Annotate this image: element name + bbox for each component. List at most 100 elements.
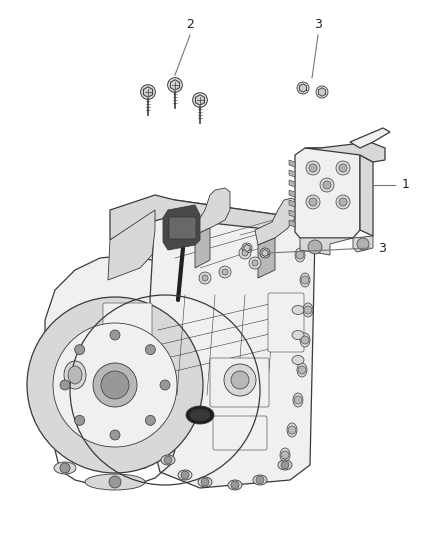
Polygon shape (305, 142, 385, 162)
Circle shape (249, 257, 261, 269)
Circle shape (316, 86, 328, 98)
Circle shape (301, 336, 309, 344)
Polygon shape (289, 190, 295, 197)
Polygon shape (195, 228, 210, 268)
Circle shape (219, 266, 231, 278)
Circle shape (60, 380, 70, 390)
Circle shape (242, 250, 248, 256)
Ellipse shape (303, 303, 313, 317)
Circle shape (141, 85, 155, 99)
Polygon shape (318, 88, 325, 96)
Circle shape (252, 260, 258, 266)
Circle shape (306, 195, 320, 209)
Ellipse shape (186, 406, 214, 424)
Ellipse shape (278, 460, 292, 470)
Polygon shape (258, 238, 275, 278)
Circle shape (101, 371, 129, 399)
Ellipse shape (190, 409, 210, 421)
Polygon shape (289, 160, 295, 167)
Circle shape (168, 78, 182, 92)
Circle shape (239, 247, 251, 259)
Polygon shape (262, 249, 268, 256)
Circle shape (222, 269, 228, 275)
Circle shape (145, 415, 155, 425)
Ellipse shape (68, 366, 82, 384)
Ellipse shape (85, 474, 145, 490)
Polygon shape (360, 155, 373, 236)
Ellipse shape (161, 455, 175, 465)
Circle shape (164, 456, 172, 464)
FancyBboxPatch shape (103, 303, 152, 339)
Circle shape (193, 93, 207, 107)
Circle shape (357, 238, 369, 250)
Circle shape (297, 82, 309, 94)
Circle shape (199, 272, 211, 284)
Polygon shape (170, 80, 180, 90)
Ellipse shape (297, 363, 307, 377)
Circle shape (231, 371, 249, 389)
Circle shape (202, 275, 208, 281)
Polygon shape (195, 95, 205, 105)
Circle shape (74, 345, 85, 354)
Circle shape (339, 164, 347, 172)
Circle shape (288, 426, 296, 434)
Circle shape (260, 248, 270, 258)
Circle shape (74, 415, 85, 425)
Circle shape (181, 471, 189, 479)
Text: 3: 3 (314, 18, 322, 30)
Polygon shape (300, 238, 353, 255)
Circle shape (298, 366, 306, 374)
FancyBboxPatch shape (106, 338, 152, 370)
Ellipse shape (280, 448, 290, 462)
Ellipse shape (300, 273, 310, 287)
Circle shape (301, 276, 309, 284)
Ellipse shape (178, 470, 192, 480)
Polygon shape (353, 236, 373, 252)
Circle shape (309, 198, 317, 206)
Polygon shape (350, 128, 390, 148)
Ellipse shape (293, 393, 303, 407)
Circle shape (53, 323, 177, 447)
Circle shape (296, 251, 304, 259)
Ellipse shape (295, 248, 305, 262)
Ellipse shape (64, 361, 86, 389)
Circle shape (304, 306, 312, 314)
Text: 1: 1 (402, 179, 410, 191)
Ellipse shape (54, 462, 76, 474)
Circle shape (231, 481, 239, 489)
Polygon shape (108, 210, 155, 280)
Circle shape (339, 198, 347, 206)
Polygon shape (244, 245, 250, 252)
Circle shape (281, 461, 289, 469)
Circle shape (308, 240, 322, 254)
Polygon shape (175, 188, 230, 238)
Text: 2: 2 (186, 18, 194, 30)
FancyBboxPatch shape (268, 293, 304, 352)
Polygon shape (150, 200, 315, 488)
Ellipse shape (300, 333, 310, 347)
Circle shape (145, 345, 155, 354)
Polygon shape (144, 87, 152, 97)
Circle shape (110, 430, 120, 440)
Ellipse shape (292, 356, 304, 365)
Circle shape (306, 161, 320, 175)
Circle shape (323, 181, 331, 189)
Ellipse shape (198, 477, 212, 487)
Ellipse shape (292, 305, 304, 314)
Circle shape (320, 178, 334, 192)
Polygon shape (289, 200, 295, 207)
Polygon shape (289, 210, 295, 217)
Circle shape (224, 364, 256, 396)
Circle shape (336, 161, 350, 175)
Circle shape (93, 363, 137, 407)
FancyBboxPatch shape (169, 217, 196, 239)
Circle shape (160, 380, 170, 390)
Polygon shape (289, 220, 295, 227)
Polygon shape (299, 84, 307, 92)
Circle shape (256, 476, 264, 484)
Circle shape (242, 243, 252, 253)
Circle shape (201, 478, 209, 486)
Circle shape (294, 396, 302, 404)
Ellipse shape (292, 330, 304, 340)
Polygon shape (295, 148, 360, 238)
